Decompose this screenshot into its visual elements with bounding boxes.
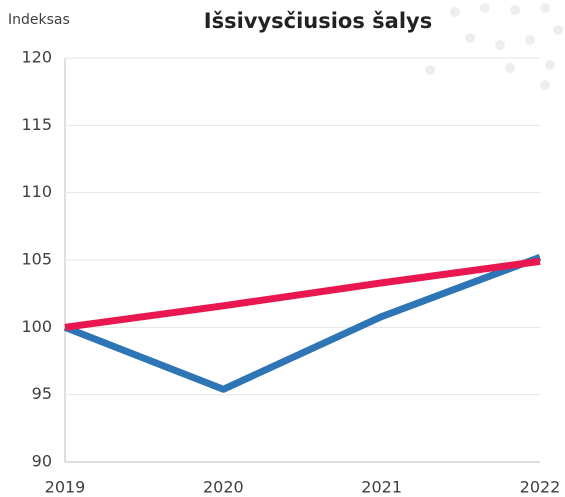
- chart-title: Išsivysčiusios šalys: [204, 9, 432, 33]
- y-axis-label: Indeksas: [8, 12, 70, 28]
- line: [65, 261, 540, 327]
- line: [65, 257, 540, 389]
- y-tick-label: 90: [32, 452, 52, 471]
- y-tick-label: 100: [21, 317, 52, 336]
- y-tick-label: 95: [32, 384, 52, 403]
- x-tick-label: 2022: [520, 478, 561, 497]
- y-tick-label: 105: [21, 250, 52, 269]
- x-tick-label: 2021: [361, 478, 402, 497]
- y-tick-label: 110: [21, 182, 52, 201]
- decoration: [425, 3, 563, 90]
- y-tick-label: 115: [21, 115, 52, 134]
- chart: Indeksas Išsivysčiusios šalys 90 95 100 105…: [0, 0, 565, 497]
- y-tick-label: 120: [21, 48, 52, 67]
- x-tick-label: 2020: [203, 478, 244, 497]
- x-tick-label: 2019: [45, 478, 86, 497]
